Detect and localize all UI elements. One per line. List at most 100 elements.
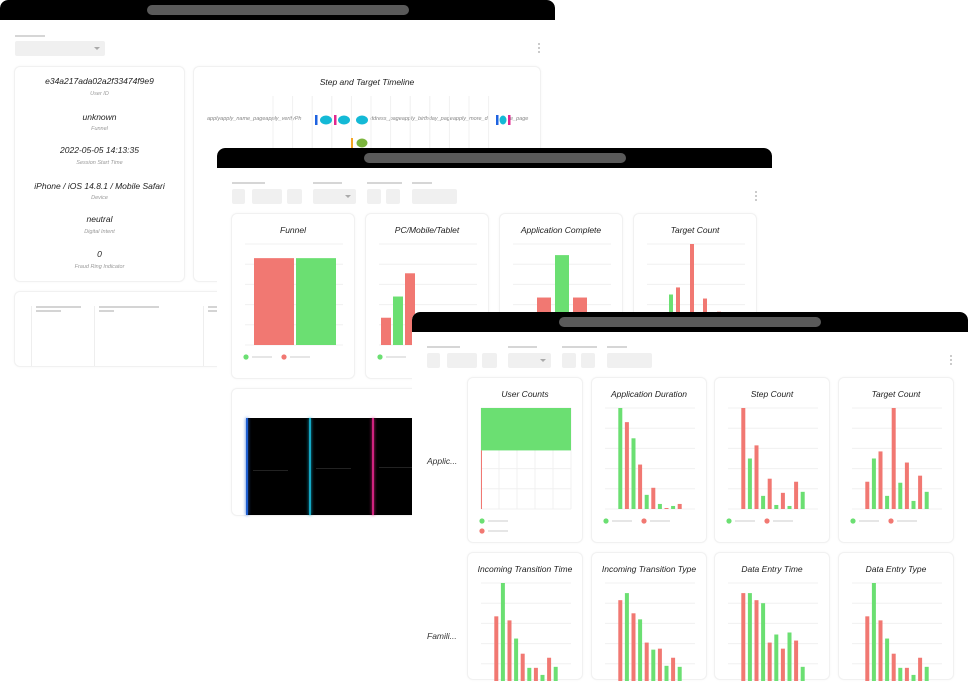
- bar-green[interactable]: [898, 667, 903, 681]
- bar-green[interactable]: [651, 649, 656, 681]
- url-bar[interactable]: [147, 5, 409, 15]
- bar-green[interactable]: [747, 593, 752, 681]
- bar-green[interactable]: [664, 665, 669, 681]
- bar-red[interactable]: [664, 507, 669, 509]
- bar-red[interactable]: [690, 244, 694, 345]
- legend-dot-green[interactable]: [243, 354, 249, 360]
- bar-green[interactable]: [631, 438, 636, 509]
- filter-button[interactable]: [581, 353, 595, 368]
- bar-red[interactable]: [904, 667, 909, 681]
- bar-green[interactable]: [393, 296, 403, 345]
- filter-button[interactable]: [367, 189, 381, 204]
- timeline-marker-blue[interactable]: [315, 115, 318, 125]
- legend-dot-green[interactable]: [850, 518, 856, 524]
- bar-red[interactable]: [865, 481, 870, 509]
- legend-dot-red[interactable]: [641, 518, 647, 524]
- bar-green[interactable]: [885, 638, 890, 681]
- timeline-marker-blue[interactable]: [496, 115, 499, 125]
- bar-red[interactable]: [631, 613, 636, 681]
- bar-green[interactable]: [911, 500, 916, 509]
- bar-red[interactable]: [767, 642, 772, 681]
- timeline-marker-orange[interactable]: [351, 138, 353, 148]
- bar-green[interactable]: [787, 505, 792, 509]
- bar-green[interactable]: [774, 504, 779, 509]
- bar-green[interactable]: [761, 603, 766, 681]
- legend-dot-green[interactable]: [377, 354, 383, 360]
- bar-red[interactable]: [405, 273, 415, 345]
- legend-dot-green[interactable]: [603, 518, 609, 524]
- legend-dot-green[interactable]: [479, 518, 485, 524]
- legend-dot-red[interactable]: [888, 518, 894, 524]
- bar-green[interactable]: [787, 632, 792, 681]
- timeline-marker-pink[interactable]: [334, 115, 337, 125]
- bar-red[interactable]: [520, 653, 525, 681]
- bar-red[interactable]: [891, 408, 896, 509]
- more-options-icon[interactable]: [755, 191, 758, 203]
- bar-red[interactable]: [494, 616, 499, 681]
- session-select[interactable]: [15, 41, 105, 56]
- bar-red[interactable]: [254, 258, 294, 345]
- filter-button[interactable]: [482, 353, 497, 368]
- filter-button[interactable]: [252, 189, 282, 204]
- bar-red[interactable]: [780, 492, 785, 509]
- legend-dot-red[interactable]: [479, 528, 485, 534]
- bar-green[interactable]: [644, 494, 649, 509]
- bar-green[interactable]: [657, 503, 662, 509]
- bar-green[interactable]: [800, 491, 805, 509]
- timeline-marker-cyan[interactable]: [356, 115, 368, 125]
- timeline-marker-olive[interactable]: [356, 138, 368, 148]
- bar-red[interactable]: [918, 657, 923, 681]
- bar-green[interactable]: [553, 666, 558, 681]
- bar-red[interactable]: [794, 640, 799, 681]
- bar-green[interactable]: [527, 667, 532, 681]
- title-bar[interactable]: [217, 148, 772, 168]
- legend-dot-red[interactable]: [764, 518, 770, 524]
- bar-red[interactable]: [878, 451, 883, 509]
- filter-button[interactable]: [607, 353, 652, 368]
- filter-button[interactable]: [447, 353, 477, 368]
- filter-button[interactable]: [386, 189, 400, 204]
- timeline-marker-pink[interactable]: [508, 115, 511, 125]
- bar-green[interactable]: [481, 408, 571, 451]
- filter-button[interactable]: [412, 189, 457, 204]
- filter-button[interactable]: [287, 189, 302, 204]
- bar-red[interactable]: [533, 667, 538, 681]
- bar-green[interactable]: [500, 583, 505, 681]
- bar-green[interactable]: [885, 495, 890, 509]
- filter-button[interactable]: [232, 189, 245, 204]
- legend-dot-green[interactable]: [726, 518, 732, 524]
- title-bar[interactable]: [412, 312, 968, 332]
- filter-button[interactable]: [427, 353, 440, 368]
- bar-red[interactable]: [904, 462, 909, 509]
- bar-green[interactable]: [774, 634, 779, 681]
- bar-green[interactable]: [677, 666, 682, 681]
- bar-red[interactable]: [878, 620, 883, 681]
- bar-red[interactable]: [547, 657, 552, 681]
- more-options-icon[interactable]: [538, 43, 541, 55]
- bar-red[interactable]: [754, 600, 759, 681]
- bar-green[interactable]: [671, 505, 676, 509]
- filter-select[interactable]: [508, 353, 551, 368]
- bar-red[interactable]: [891, 653, 896, 681]
- bar-red[interactable]: [481, 450, 482, 509]
- bar-green[interactable]: [924, 666, 929, 681]
- url-bar[interactable]: [559, 317, 821, 327]
- bar-red[interactable]: [767, 478, 772, 509]
- timeline-marker-cyan[interactable]: [320, 115, 332, 125]
- bar-green[interactable]: [871, 458, 876, 510]
- bar-red[interactable]: [651, 487, 656, 509]
- bar-green[interactable]: [800, 666, 805, 681]
- bar-red[interactable]: [507, 620, 512, 681]
- bar-red[interactable]: [918, 475, 923, 509]
- timeline-marker-cyan[interactable]: [499, 115, 507, 125]
- bar-red[interactable]: [780, 648, 785, 681]
- bar-green[interactable]: [540, 674, 545, 681]
- bar-green[interactable]: [871, 583, 876, 681]
- more-options-icon[interactable]: [950, 355, 953, 367]
- bar-red[interactable]: [741, 593, 746, 681]
- bar-red[interactable]: [794, 481, 799, 509]
- bar-green[interactable]: [638, 619, 643, 681]
- url-bar[interactable]: [364, 153, 626, 163]
- bar-green[interactable]: [924, 491, 929, 509]
- title-bar[interactable]: [0, 0, 555, 20]
